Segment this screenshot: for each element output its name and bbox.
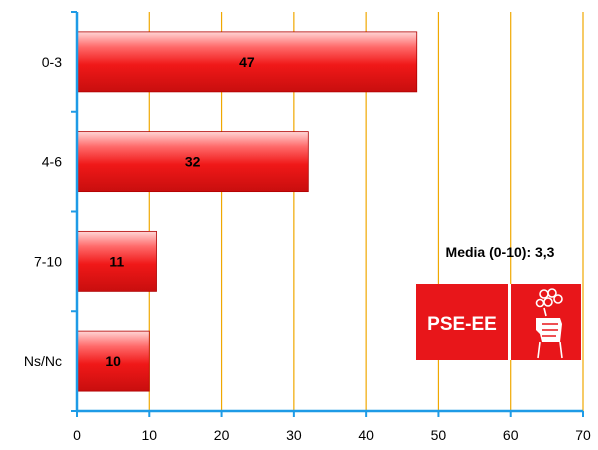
bar [76,330,150,392]
pse-ee-logo: PSE-EE [416,284,581,360]
bar-value-label: 32 [185,154,201,170]
x-tick-label: 10 [141,427,157,443]
logo-text: PSE-EE [427,314,497,335]
x-tick-label: 70 [575,427,591,443]
bar-value-label: 10 [105,353,121,369]
tick-labels: 0-3 4-6 7-10 Ns/Nc 0 10 20 30 40 50 60 70 [24,54,591,443]
bar [76,230,157,292]
category-label: Ns/Nc [24,353,62,369]
bar-value-label: 47 [239,54,255,70]
bar [76,131,309,193]
x-tick-label: 30 [286,427,302,443]
fist-rose-icon [535,288,563,359]
x-tick-label: 20 [214,427,230,443]
bar-value-label: 11 [109,253,124,269]
x-tick-label: 0 [73,427,81,443]
category-label: 4-6 [42,154,62,170]
category-label: 7-10 [34,253,62,269]
x-tick-label: 40 [358,427,374,443]
axes [71,11,584,417]
bars: 47 32 11 10 [76,31,418,392]
category-label: 0-3 [42,54,62,70]
x-tick-label: 50 [431,427,447,443]
x-tick-label: 60 [503,427,519,443]
mean-annotation: Media (0-10): 3,3 [445,244,555,260]
